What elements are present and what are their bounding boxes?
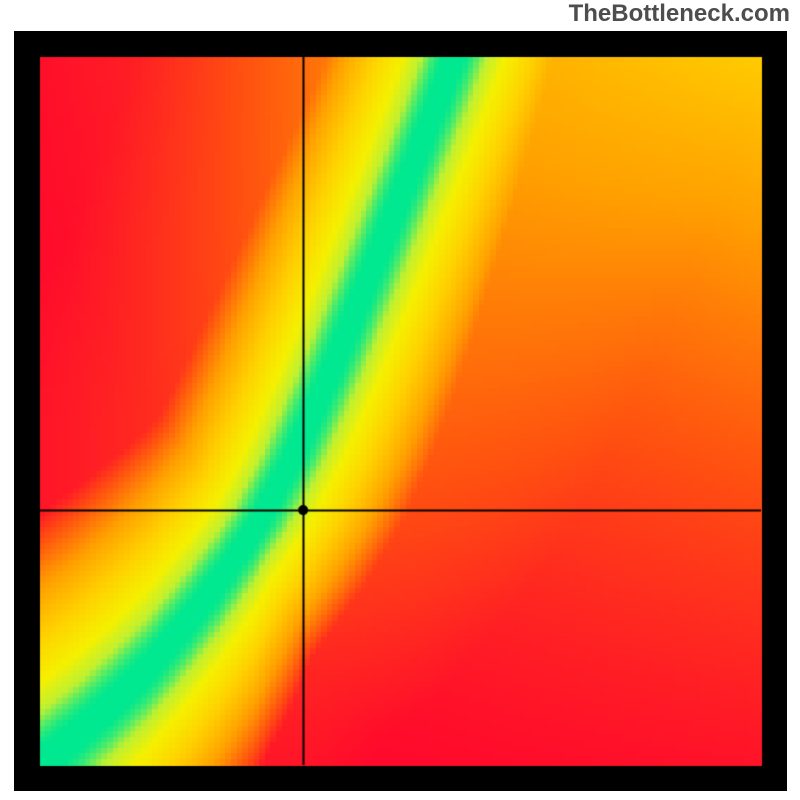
heatmap-chart	[14, 31, 787, 791]
watermark-label: TheBottleneck.com	[569, 0, 790, 28]
heatmap-canvas	[14, 31, 787, 791]
